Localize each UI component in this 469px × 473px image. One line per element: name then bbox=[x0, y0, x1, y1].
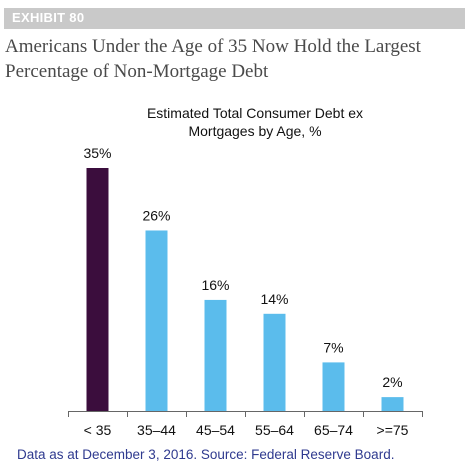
x-tick-label-1: < 35 bbox=[84, 422, 112, 438]
data-label-2: 26% bbox=[142, 207, 170, 223]
x-tick-label-5: 65–74 bbox=[314, 422, 353, 438]
chart-title-line-2: Mortgages by Age, % bbox=[188, 123, 322, 139]
data-label-5: 7% bbox=[323, 339, 343, 355]
chart-title-line-1: Estimated Total Consumer Debt ex bbox=[146, 105, 364, 121]
bar-6 bbox=[381, 397, 404, 411]
x-tick-label-4: 55–64 bbox=[255, 422, 294, 438]
exhibit-banner: EXHIBIT 80 bbox=[4, 8, 465, 29]
bar-5 bbox=[322, 362, 345, 411]
headline: Americans Under the Age of 35 Now Hold t… bbox=[5, 34, 465, 84]
exhibit-label: EXHIBIT 80 bbox=[12, 10, 85, 25]
x-tick-label-6: >=75 bbox=[377, 422, 409, 438]
data-label-3: 16% bbox=[201, 277, 229, 293]
bar-2 bbox=[145, 230, 168, 411]
x-tick-label-3: 45–54 bbox=[196, 422, 235, 438]
headline-line-2: Percentage of Non-Mortgage Debt bbox=[5, 61, 269, 82]
bar-3 bbox=[204, 299, 227, 411]
data-label-1: 35% bbox=[83, 145, 111, 161]
footnote: Data as at December 3, 2016. Source: Fed… bbox=[17, 447, 395, 462]
data-label-6: 2% bbox=[382, 374, 402, 390]
bar-4 bbox=[263, 313, 286, 411]
data-label-4: 14% bbox=[260, 291, 288, 307]
chart-title: Estimated Total Consumer Debt ex Mortgag… bbox=[110, 104, 400, 140]
headline-line-1: Americans Under the Age of 35 Now Hold t… bbox=[5, 36, 421, 57]
x-tick-label-2: 35–44 bbox=[137, 422, 176, 438]
bar-1 bbox=[86, 168, 109, 411]
